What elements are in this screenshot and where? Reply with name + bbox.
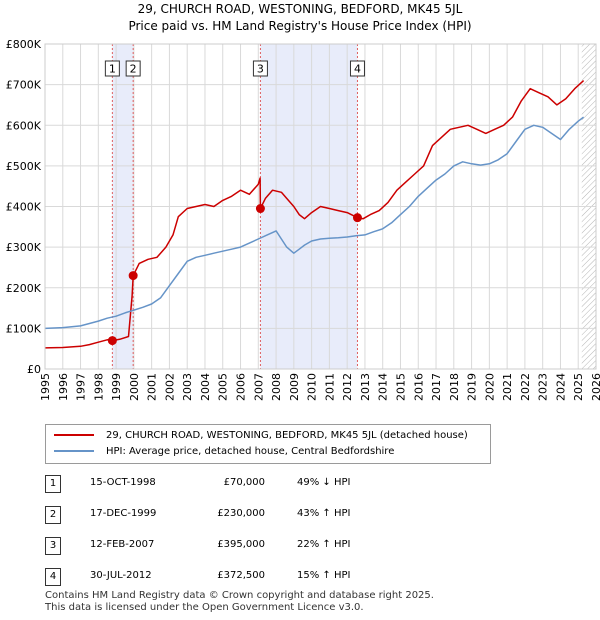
- footer-copyright: Contains HM Land Registry data © Crown c…: [45, 590, 434, 601]
- transaction-row: 2 17-DEC-1999 £230,000 43% ↑ HPI: [45, 506, 545, 526]
- transaction-date: 15-OCT-1998: [90, 477, 156, 488]
- sale-point: [352, 213, 362, 223]
- transaction-date: 17-DEC-1999: [90, 508, 157, 519]
- x-tick-label: 2011: [323, 373, 336, 401]
- x-tick-label: 2024: [554, 373, 567, 401]
- y-tick-label: £100K: [6, 322, 42, 335]
- x-tick-label: 2022: [519, 373, 532, 401]
- sale-label-number: 2: [130, 63, 137, 76]
- x-tick-label: 1998: [92, 373, 105, 401]
- transaction-price: £230,000: [217, 508, 265, 519]
- transaction-hpi-diff: 22% ↑ HPI: [297, 539, 351, 550]
- sale-label-box: [104, 60, 120, 77]
- hpi-line: [44, 116, 585, 330]
- transaction-price: £372,500: [217, 570, 265, 581]
- x-tick-label: 1999: [110, 373, 123, 401]
- x-tick-label: 2009: [288, 373, 301, 401]
- transaction-number-badge: 4: [45, 568, 61, 586]
- sale-label-box: [252, 60, 268, 77]
- legend-label-hpi: HPI: Average price, detached house, Cent…: [106, 446, 395, 457]
- x-tick-label: 2008: [270, 373, 283, 401]
- legend-swatch-hpi: [54, 450, 94, 452]
- x-tick-label: 2001: [146, 373, 159, 401]
- x-tick-label: 2014: [377, 373, 390, 401]
- x-tick-label: 2007: [252, 373, 265, 401]
- x-tick-label: 1995: [39, 373, 52, 401]
- x-tick-label: 2012: [341, 373, 354, 401]
- transaction-hpi-diff: 43% ↑ HPI: [297, 508, 351, 519]
- transaction-date: 30-JUL-2012: [90, 570, 152, 581]
- y-tick-label: £600K: [6, 119, 42, 132]
- y-tick-label: £400K: [6, 201, 42, 214]
- x-tick-label: 2004: [199, 373, 212, 401]
- x-tick-label: 2016: [412, 373, 425, 401]
- transaction-number-badge: 2: [45, 506, 61, 524]
- sale-label-number: 3: [257, 63, 264, 76]
- transaction-price: £70,000: [223, 477, 265, 488]
- x-tick-label: 2000: [128, 373, 141, 401]
- x-tick-label: 2015: [394, 373, 407, 401]
- x-tick-label: 2006: [235, 373, 248, 401]
- x-tick-label: 2019: [466, 373, 479, 401]
- transaction-date: 12-FEB-2007: [90, 539, 155, 550]
- x-tick-label: 1996: [57, 373, 70, 401]
- x-tick-label: 2018: [448, 373, 461, 401]
- sale-label-box: [349, 60, 365, 77]
- transaction-price: £395,000: [217, 539, 265, 550]
- sale-label-number: 1: [109, 63, 116, 76]
- sale-label-number: 4: [354, 63, 361, 76]
- y-tick-label: £0: [27, 363, 41, 376]
- x-tick-label: 2003: [181, 373, 194, 401]
- transaction-hpi-diff: 49% ↓ HPI: [297, 477, 351, 488]
- plot-frame: [44, 43, 597, 370]
- x-tick-label: 2005: [217, 373, 230, 401]
- sale-label-box: [125, 60, 141, 77]
- y-tick-label: £500K: [6, 160, 42, 173]
- legend-swatch-property: [54, 434, 94, 436]
- x-tick-label: 2013: [359, 373, 372, 401]
- x-tick-label: 2017: [430, 373, 443, 401]
- transaction-row: 3 12-FEB-2007 £395,000 22% ↑ HPI: [45, 537, 545, 557]
- transaction-row: 1 15-OCT-1998 £70,000 49% ↓ HPI: [45, 475, 545, 495]
- legend-item-property: 29, CHURCH ROAD, WESTONING, BEDFORD, MK4…: [54, 428, 468, 444]
- transaction-row: 4 30-JUL-2012 £372,500 15% ↑ HPI: [45, 568, 545, 588]
- x-tick-label: 2002: [163, 373, 176, 401]
- sale-point: [255, 204, 265, 214]
- footer-licence: This data is licensed under the Open Gov…: [45, 602, 364, 613]
- y-tick-label: £800K: [6, 38, 42, 51]
- transaction-hpi-diff: 15% ↑ HPI: [297, 570, 351, 581]
- x-tick-label: 2021: [501, 373, 514, 401]
- chart-title-line2: Price paid vs. HM Land Registry's House …: [128, 19, 472, 33]
- x-tick-label: 2020: [483, 373, 496, 401]
- transaction-number-badge: 1: [45, 475, 61, 493]
- sale-point: [107, 336, 117, 346]
- y-tick-label: £300K: [6, 241, 42, 254]
- x-tick-label: 2010: [306, 373, 319, 401]
- legend-label-property: 29, CHURCH ROAD, WESTONING, BEDFORD, MK4…: [106, 430, 468, 441]
- price-chart: 1 2 3 4 £0 £100K £200K £300K £400K £500K £600K £70…: [6, 38, 600, 401]
- transaction-number-badge: 3: [45, 537, 61, 555]
- chart-legend: 29, CHURCH ROAD, WESTONING, BEDFORD, MK4…: [45, 424, 491, 464]
- property-price-line: [44, 80, 585, 349]
- y-tick-label: £700K: [6, 79, 42, 92]
- y-tick-label: £200K: [6, 282, 42, 295]
- sale-point: [128, 271, 138, 281]
- x-tick-label: 2026: [590, 373, 600, 401]
- chart-title-line1: 29, CHURCH ROAD, WESTONING, BEDFORD, MK4…: [137, 2, 463, 16]
- x-tick-label: 2025: [572, 373, 585, 401]
- x-tick-label: 2023: [537, 373, 550, 401]
- legend-item-hpi: HPI: Average price, detached house, Cent…: [54, 444, 394, 460]
- x-tick-label: 1997: [75, 373, 88, 401]
